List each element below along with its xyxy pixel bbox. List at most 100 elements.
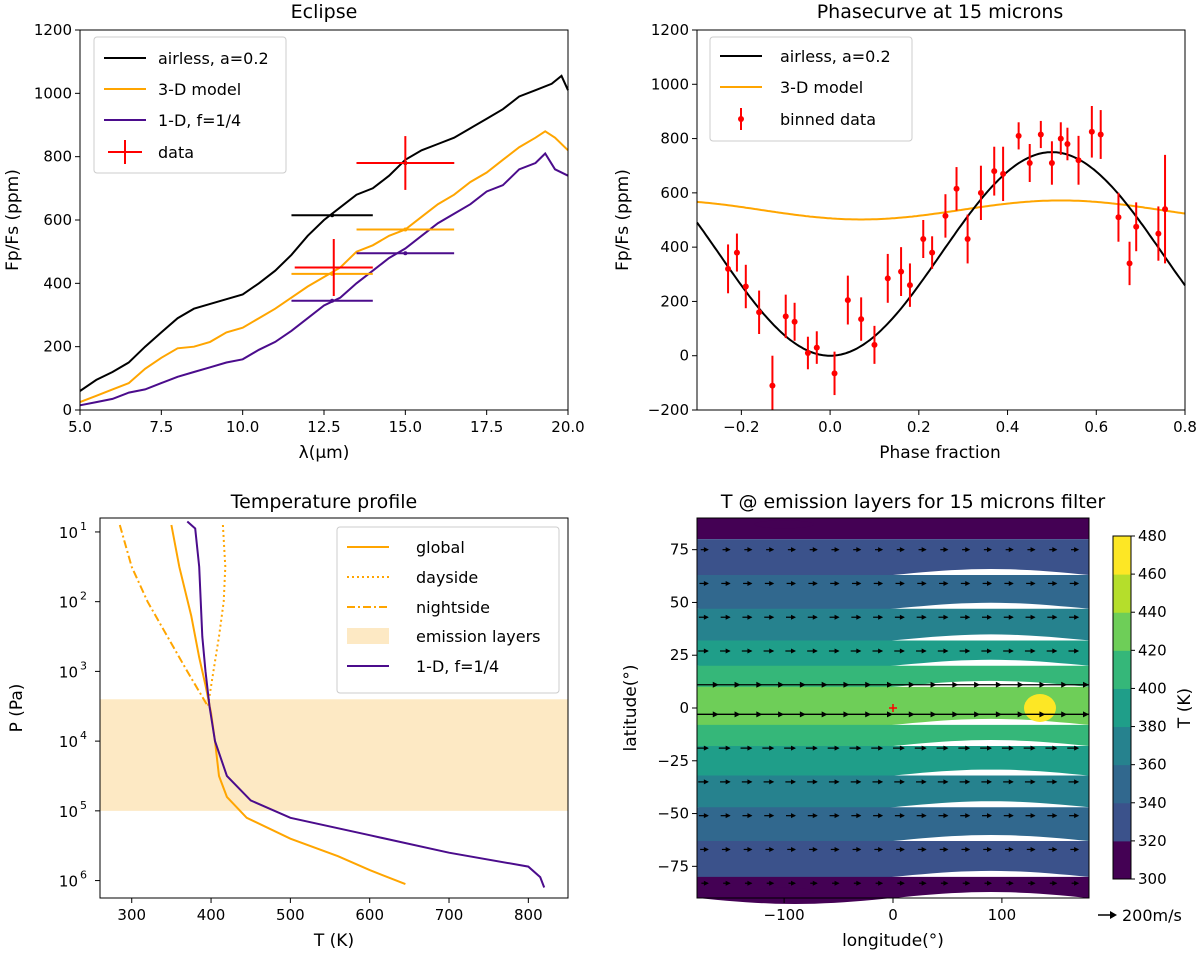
wind-arrow-head bbox=[843, 711, 850, 718]
wind-arrow-head bbox=[769, 813, 775, 819]
wind-arrow-head bbox=[1030, 779, 1036, 785]
wind-arrow-head bbox=[1052, 547, 1058, 553]
wind-arrow-head bbox=[1008, 614, 1014, 620]
wind-arrow-head bbox=[1030, 580, 1036, 586]
wind-arrow-head bbox=[769, 547, 775, 553]
wind-arrow-head bbox=[703, 880, 709, 886]
eclipse-ytick-label: 1200 bbox=[34, 21, 72, 39]
phasecurve-data-point bbox=[831, 370, 838, 377]
wind-arrow-head bbox=[812, 547, 818, 553]
colorbar-tick-label: 320 bbox=[1138, 832, 1167, 850]
phasecurve-data-point bbox=[1115, 214, 1122, 221]
emission-contour-band bbox=[697, 775, 1089, 814]
wind-arrow-head bbox=[878, 745, 884, 751]
legend-label-airless: airless, a=0.2 bbox=[158, 49, 269, 68]
phasecurve-data-point bbox=[782, 313, 789, 320]
temperature-nightside-line bbox=[118, 524, 209, 707]
wind-arrow-head bbox=[1074, 648, 1080, 654]
wind-arrow-head bbox=[878, 648, 884, 654]
temperature-ytick-exponent: 2 bbox=[80, 590, 87, 603]
wind-arrow-head bbox=[856, 580, 862, 586]
wind-arrow-head bbox=[834, 648, 840, 654]
wind-arrow-head bbox=[834, 614, 840, 620]
temperature-legend-box bbox=[336, 526, 560, 694]
wind-arrow-head bbox=[703, 813, 709, 819]
eclipse-ylabel: Fp/Fs (ppm) bbox=[3, 169, 23, 271]
eclipse-xtick-label: 7.5 bbox=[149, 418, 173, 436]
phasecurve-data-point bbox=[906, 282, 913, 289]
temperature-ytick-base: 10 bbox=[59, 594, 78, 612]
temperature-ytick-base: 10 bbox=[59, 873, 78, 891]
eclipse-plot-content bbox=[79, 74, 569, 407]
legend-label-1d: 1-D, f=1/4 bbox=[158, 111, 241, 130]
eclipse-band-dot-onedim bbox=[403, 251, 408, 256]
eclipse-ytick-label: 600 bbox=[43, 211, 72, 229]
wind-arrow-head bbox=[908, 711, 915, 718]
phasecurve-legend: airless, a=0.2 3-D model binned data bbox=[709, 36, 913, 142]
phasecurve-ytick-label: 800 bbox=[660, 130, 689, 148]
wind-arrow-head bbox=[1052, 648, 1058, 654]
eclipse-xtick-label: 5.0 bbox=[68, 418, 92, 436]
phasecurve-plot-content bbox=[696, 106, 1186, 410]
wind-arrow-head bbox=[965, 813, 971, 819]
temperature-global-line bbox=[170, 524, 406, 886]
wind-arrow-head bbox=[995, 711, 1002, 718]
wind-arrow-head bbox=[791, 745, 796, 751]
wind-arrow-head bbox=[878, 580, 884, 586]
eclipse-band-dot-airless bbox=[330, 213, 335, 218]
wind-arrow-head bbox=[1030, 745, 1036, 751]
colorbar-level bbox=[1113, 536, 1131, 575]
phasecurve-ytick-label: 200 bbox=[660, 292, 689, 310]
wind-arrow-head bbox=[812, 745, 818, 751]
wind-arrow-head bbox=[987, 580, 992, 586]
wind-arrow-head bbox=[834, 745, 840, 751]
temperature-xlabel: T (K) bbox=[313, 931, 354, 951]
wind-arrow-head bbox=[791, 648, 796, 654]
wind-arrow-head bbox=[1008, 846, 1014, 852]
wind-arrow-head bbox=[812, 846, 818, 852]
temperature-panel: Temperature profile 300 400 500 600 700 800 10… bbox=[7, 491, 569, 951]
wind-arrow-head bbox=[799, 711, 806, 718]
wind-arrow-head bbox=[943, 846, 949, 852]
wind-arrow-head bbox=[1008, 779, 1014, 785]
wind-arrow-head bbox=[725, 779, 731, 785]
temperature-ytick-exponent: 4 bbox=[80, 729, 87, 742]
wind-arrow-head bbox=[1061, 711, 1068, 718]
legend-label-binned: binned data bbox=[780, 110, 876, 129]
wind-arrow-head bbox=[791, 779, 796, 785]
eclipse-ytick-label: 400 bbox=[43, 274, 72, 292]
colorbar-tick-label: 480 bbox=[1138, 527, 1167, 545]
wind-arrow-head bbox=[725, 880, 731, 886]
wind-arrow-head bbox=[1017, 711, 1024, 718]
legend-label-global: global bbox=[416, 538, 465, 557]
wind-arrow-head bbox=[747, 580, 753, 586]
wind-arrow-head bbox=[1074, 745, 1080, 751]
wind-arrow-head bbox=[821, 681, 828, 688]
wind-arrow-head bbox=[921, 880, 927, 886]
wind-arrow-head bbox=[943, 614, 949, 620]
phasecurve-data-point bbox=[1048, 160, 1055, 166]
wind-arrow-head bbox=[791, 813, 796, 819]
wind-arrow-head bbox=[965, 580, 971, 586]
wind-arrow-head bbox=[987, 813, 992, 819]
eclipse-xtick-label: 20.0 bbox=[551, 418, 584, 436]
colorbar-tick-label: 460 bbox=[1138, 565, 1167, 583]
wind-arrow-head bbox=[747, 547, 753, 553]
wind-arrow-head bbox=[965, 880, 971, 886]
wind-arrow-head bbox=[1083, 681, 1089, 688]
legend-swatch-binned-dot bbox=[738, 116, 744, 122]
wind-arrow-head bbox=[747, 614, 753, 620]
wind-arrow-head bbox=[1052, 745, 1058, 751]
wind-arrow-head bbox=[899, 547, 905, 553]
phasecurve-data-point bbox=[804, 350, 811, 356]
emission-xtick-label: 0 bbox=[888, 906, 898, 924]
emission-ytick-label: 50 bbox=[670, 593, 689, 611]
emission-contour-band bbox=[697, 518, 1089, 540]
temperature-ytick-base: 10 bbox=[59, 803, 78, 821]
wind-arrow-head bbox=[734, 711, 741, 718]
phasecurve-data-point bbox=[1162, 206, 1169, 213]
wind-arrow-head bbox=[921, 813, 927, 819]
phasecurve-ytick-label: −200 bbox=[648, 401, 689, 419]
wind-arrow-head bbox=[769, 648, 775, 654]
phasecurve-data-point bbox=[964, 236, 971, 242]
